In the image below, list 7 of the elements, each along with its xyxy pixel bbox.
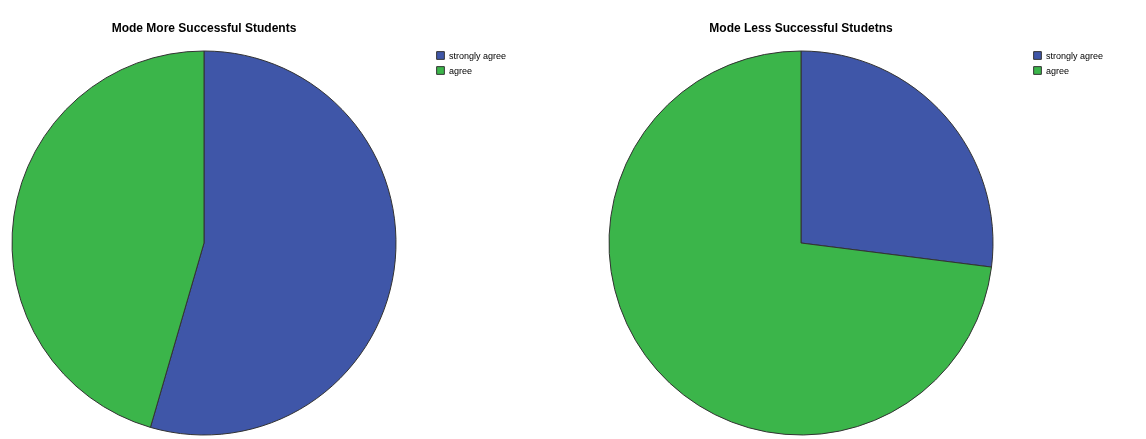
legend-label: agree	[449, 65, 473, 76]
chart-title: Mode Less Successful Studetns	[709, 21, 894, 35]
legend-label: agree	[1046, 65, 1070, 76]
legend-label: strongly agree	[1046, 50, 1104, 61]
pie-slice	[608, 50, 992, 436]
chart-title: Mode More Successful Students	[111, 21, 297, 35]
legend-label: strongly agree	[449, 50, 507, 61]
